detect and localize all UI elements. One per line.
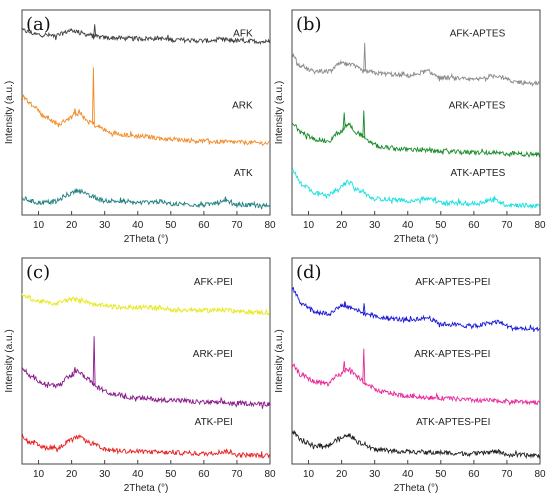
series-peak xyxy=(223,196,227,202)
x-tick-label: 10 xyxy=(303,469,315,480)
x-tick-label: 10 xyxy=(303,220,315,231)
y-axis-label: Intensity (a.u.) xyxy=(4,329,15,392)
x-tick-label: 50 xyxy=(435,220,447,231)
series-label: ATK-APTES xyxy=(450,168,505,179)
chart-panel-3: 10 20 30 40 50 60 70 80 2Theta (°) Intensity (a.u… xyxy=(4,257,276,494)
series-label: AFK xyxy=(233,29,253,40)
x-tick-label: 40 xyxy=(132,220,144,231)
series-peak xyxy=(362,348,366,383)
series-peak xyxy=(93,24,97,37)
x-tick-label: 30 xyxy=(369,220,381,231)
chart-panel-1: 10 20 30 40 50 60 70 80 2Theta (°) Intensity (a.u… xyxy=(4,9,276,245)
series-peak xyxy=(362,110,366,138)
x-tick-label: 60 xyxy=(468,220,480,231)
x-tick-label: 40 xyxy=(402,220,414,231)
series-peak xyxy=(342,360,346,372)
series-label: AFK-APTES xyxy=(450,29,506,40)
series-line-atk-aptes xyxy=(291,168,541,210)
series-peak xyxy=(362,303,366,314)
x-tick-label: 20 xyxy=(336,220,348,231)
series-line-ark-aptes-pei xyxy=(291,362,541,406)
x-tick-label: 60 xyxy=(198,220,210,231)
panel-label: (d) xyxy=(296,262,322,283)
series-line-ark xyxy=(21,94,271,147)
series-line-afk xyxy=(21,28,271,46)
plot-frame xyxy=(291,9,541,216)
series-label: ARK-PEI xyxy=(193,349,233,360)
panel-label: (a) xyxy=(26,14,51,35)
chart-panel-4: 10 20 30 40 50 60 70 80 2Theta (°) Intensity (a.u… xyxy=(274,257,546,494)
series-peak xyxy=(492,195,496,200)
x-tick-label: 30 xyxy=(369,469,381,480)
x-tick-label: 50 xyxy=(435,469,447,480)
panel-label: (b) xyxy=(296,14,322,35)
x-tick-label: 70 xyxy=(231,469,243,480)
x-tick-label: 20 xyxy=(66,220,78,231)
x-tick-label: 80 xyxy=(264,220,276,231)
x-tick-label: 60 xyxy=(198,469,210,480)
y-axis-label: Intensity (a.u.) xyxy=(274,329,285,392)
series-line-ark-pei xyxy=(21,367,271,409)
series-line-ark-aptes xyxy=(291,122,541,158)
x-tick-label: 10 xyxy=(33,220,45,231)
series-peak xyxy=(92,336,96,385)
x-tick-label: 20 xyxy=(336,469,348,480)
x-tick-label: 40 xyxy=(132,469,144,480)
x-tick-label: 50 xyxy=(165,220,177,231)
plot-frame xyxy=(291,257,541,465)
x-axis-label: 2Theta (°) xyxy=(394,483,439,494)
series-line-afk-aptes xyxy=(291,52,541,88)
x-axis-label: 2Theta (°) xyxy=(394,234,439,245)
series-peak xyxy=(343,301,347,306)
series-peak xyxy=(363,42,367,72)
series-peak xyxy=(73,108,77,115)
x-tick-label: 80 xyxy=(534,469,546,480)
x-tick-label: 70 xyxy=(231,220,243,231)
series-label: ARK xyxy=(232,100,253,111)
series-peak xyxy=(73,367,77,373)
series-label: ARK-APTES-PEI xyxy=(414,349,490,360)
x-tick-label: 80 xyxy=(264,469,276,480)
series-label: AFK-PEI xyxy=(194,277,233,288)
series-line-afk-aptes-pei xyxy=(291,287,541,332)
x-tick-label: 80 xyxy=(534,220,546,231)
x-tick-label: 40 xyxy=(402,469,414,480)
x-tick-label: 70 xyxy=(501,469,513,480)
x-tick-label: 20 xyxy=(66,469,78,480)
x-axis-label: 2Theta (°) xyxy=(124,234,169,245)
series-peak xyxy=(91,67,95,125)
series-label: ATK-PEI xyxy=(195,417,233,428)
series-label: ARK-APTES xyxy=(449,100,506,111)
series-line-atk-pei xyxy=(21,433,271,459)
x-tick-label: 30 xyxy=(99,220,111,231)
series-line-atk-aptes-pei xyxy=(291,430,541,460)
x-tick-label: 50 xyxy=(165,469,177,480)
x-tick-label: 30 xyxy=(99,469,111,480)
x-tick-label: 60 xyxy=(468,469,480,480)
x-tick-label: 10 xyxy=(33,469,45,480)
series-line-atk xyxy=(21,188,271,210)
y-axis-label: Intensity (a.u.) xyxy=(4,81,15,144)
panel-label: (c) xyxy=(26,262,50,283)
series-label: AFK-APTES-PEI xyxy=(415,277,490,288)
chart-panel-2: 10 20 30 40 50 60 70 80 2Theta (°) Intensity (a.u… xyxy=(274,9,546,245)
series-line-afk-pei xyxy=(21,293,271,316)
series-label: ATK-APTES-PEI xyxy=(416,417,490,428)
x-tick-label: 70 xyxy=(501,220,513,231)
plot-frame xyxy=(21,9,271,216)
plot-frame xyxy=(21,257,271,465)
y-axis-label: Intensity (a.u.) xyxy=(274,81,285,144)
x-axis-label: 2Theta (°) xyxy=(124,483,169,494)
series-peak xyxy=(342,112,346,128)
series-label: ATK xyxy=(234,168,253,179)
